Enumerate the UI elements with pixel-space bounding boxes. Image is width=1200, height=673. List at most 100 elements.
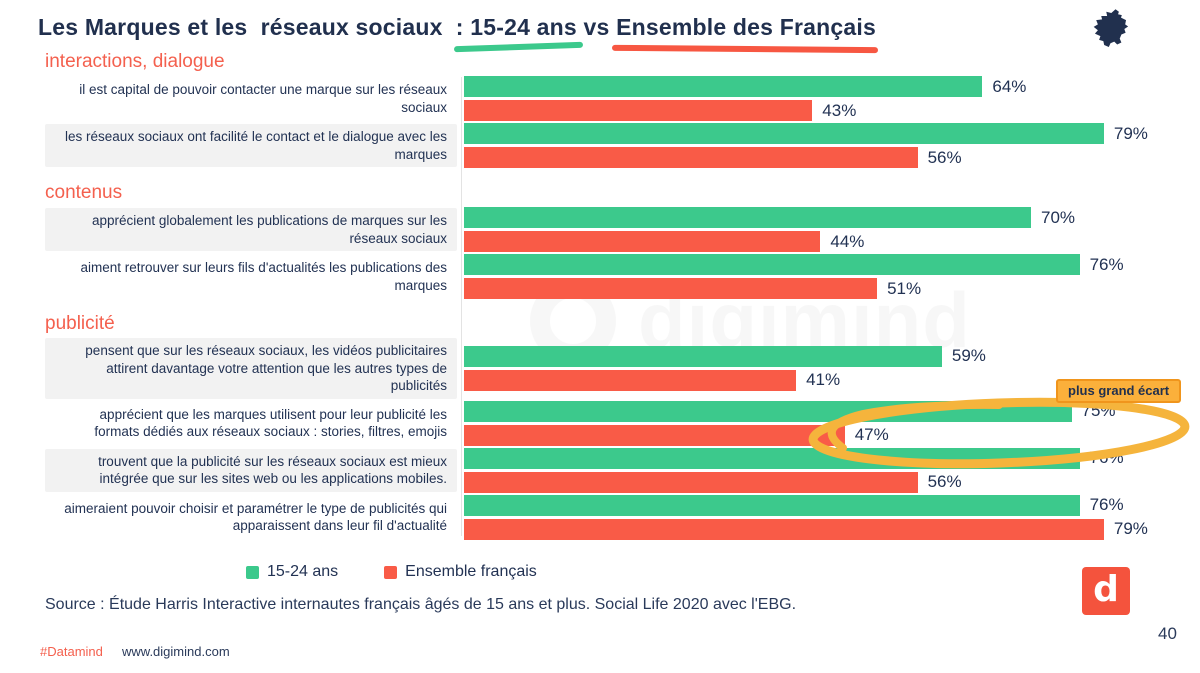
row-label: apprécient que les marques utilisent pou… [94,406,447,440]
title-part-vs: vs [576,14,617,40]
bar-all [464,424,845,446]
bar-all [464,147,918,168]
title-part-all: Ensemble des Français [616,14,876,40]
bar-value: 59% [951,346,986,366]
bar-all [464,278,878,299]
section-title: interactions, dialogue [45,51,225,72]
bar-line: 56% [464,147,1200,168]
chart-section: interactions, dialogue il est capital de… [45,51,1200,168]
legend: 15-24 ans Ensemble français [246,563,537,581]
bar-youth [464,123,1104,144]
row-bars: 79% 56% [457,123,1200,168]
row-label: pensent que sur les réseaux sociaux, les… [45,338,457,399]
bar-line: 51% [464,278,1200,299]
row-bars: 64% 43% [457,76,1200,121]
bar-all [464,231,821,252]
title-part-1: Les Marques et les réseaux sociaux : [38,14,471,40]
page-title: Les Marques et les réseaux sociaux : 15-… [38,14,1200,41]
page-number: 40 [1158,624,1177,643]
row-bars: 59% 41% [457,345,1200,391]
chart-row: aimeraient pouvoir choisir et paramétrer… [45,494,1200,540]
row-label: apprécient globalement les publications … [45,208,457,251]
bar-value: 76% [1089,448,1124,467]
bar-value: 56% [927,147,962,167]
bar-line: 56% [464,471,1200,493]
legend-swatch-green [246,565,259,579]
chart-row: aiment retrouver sur leurs fils d'actual… [45,254,1200,299]
chart: interactions, dialogue il est capital de… [0,51,1200,540]
bar-value: 70% [1041,207,1076,227]
bar-value: 76% [1089,254,1124,274]
legend-item-youth: 15-24 ans [246,563,338,581]
source-text: Source : Étude Harris Interactive intern… [45,596,797,613]
bar-line: 79% [464,123,1200,144]
row-bars: 76% 51% [457,254,1200,299]
bar-value: 75% [1081,401,1116,420]
row-label: aiment retrouver sur leurs fils d'actual… [80,260,448,293]
bar-line: 64% [464,76,1200,97]
bar-youth [464,207,1031,228]
website-link[interactable]: www.digimind.com [122,644,230,659]
row-label: aimeraient pouvoir choisir et paramétrer… [64,500,447,534]
bar-line: 59% [464,345,1200,367]
bar-line: 70% [464,207,1200,228]
legend-item-all: Ensemble français [384,563,537,581]
hashtag-datamind: #Datamind [40,644,103,659]
biggest-gap-badge: plus grand écart [1056,379,1182,403]
bar-line: 43% [464,100,1200,121]
bar-line: 76% [464,447,1200,469]
row-bars: 75% 47% [457,400,1200,446]
row-label: les réseaux sociaux ont facilité le cont… [45,124,457,167]
chart-sections: interactions, dialogue il est capital de… [45,51,1200,540]
chart-row: pensent que sur les réseaux sociaux, les… [45,338,1200,399]
france-map-icon [1093,9,1129,48]
chart-row: apprécient globalement les publications … [45,207,1200,252]
section-title: publicité [45,313,115,334]
bar-youth [464,400,1072,422]
bar-value: 56% [927,472,962,491]
bar-youth [464,345,942,367]
digimind-logo-letter: d [1093,568,1119,610]
row-label: trouvent que la publicité sur les réseau… [45,448,457,492]
chart-row: il est capital de pouvoir contacter une … [45,76,1200,121]
bar-line: 44% [464,231,1200,252]
title-part-youth: 15-24 ans [470,14,577,40]
axis-line [461,77,462,536]
chart-row: trouvent que la publicité sur les réseau… [45,447,1200,493]
bar-line: 47% [464,424,1200,446]
bar-line: 76% [464,254,1200,275]
bar-all [464,471,918,493]
row-bars: 76% 79% [457,494,1200,540]
chart-section: publicité pensent que sur les réseaux so… [45,313,1200,540]
bar-all [464,369,797,391]
row-label: il est capital de pouvoir contacter une … [79,82,447,115]
bar-youth [464,447,1080,469]
bar-line: 79% [464,518,1200,540]
bar-line: 76% [464,494,1200,516]
bar-youth [464,254,1080,275]
digimind-logo: d [1082,567,1130,615]
bar-all [464,518,1104,540]
row-bars: 70% 44% [457,207,1200,252]
chart-row: apprécient que les marques utilisent pou… [45,400,1200,446]
bar-value: 76% [1089,495,1124,514]
bar-value: 51% [887,278,922,298]
legend-label-all: Ensemble français [405,563,537,580]
bar-value: 79% [1113,123,1148,143]
bar-youth [464,494,1080,516]
bar-line: 41% [464,369,1200,391]
chart-section: contenus apprécient globalement les publ… [45,182,1200,299]
bar-value: 44% [830,231,865,251]
bar-all [464,100,813,121]
section-title: contenus [45,182,123,203]
bar-value: 43% [822,100,857,120]
legend-swatch-red [384,565,398,579]
bar-value: 47% [854,425,889,444]
bar-value: 64% [992,76,1027,96]
legend-label-youth: 15-24 ans [267,563,339,580]
header: Les Marques et les réseaux sociaux : 15-… [0,0,1200,48]
bar-line: 75% [464,400,1200,422]
bar-value: 79% [1113,519,1148,538]
bar-value: 41% [806,370,841,390]
